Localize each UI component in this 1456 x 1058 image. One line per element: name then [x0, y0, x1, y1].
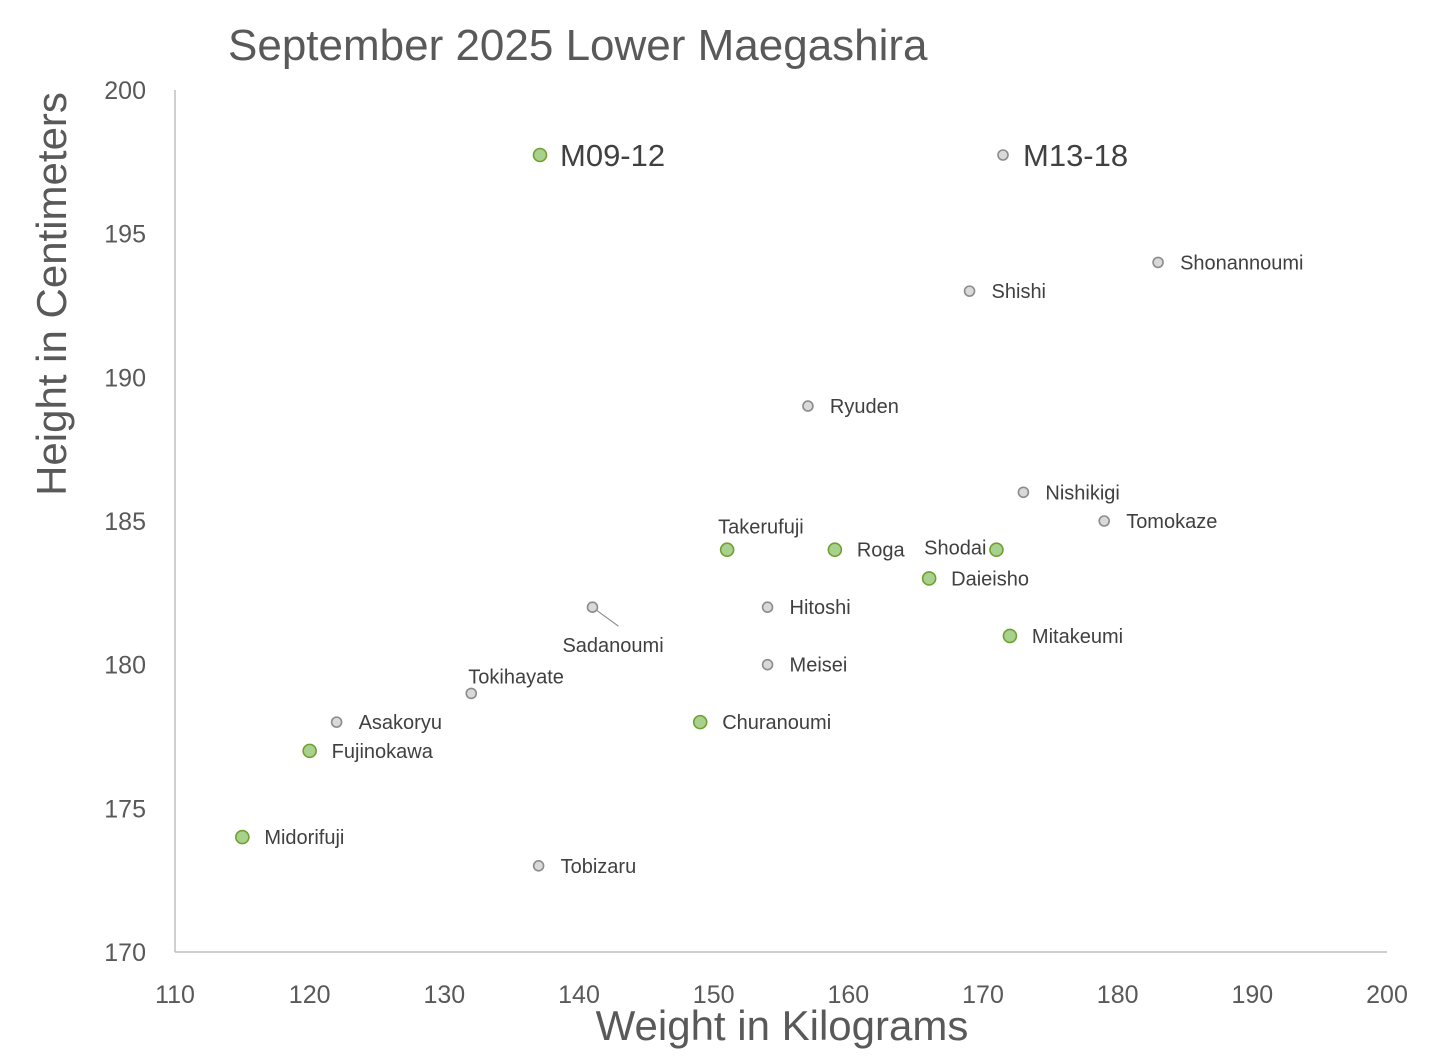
- data-label: Midorifuji: [264, 827, 344, 849]
- data-point: [235, 829, 250, 845]
- x-tick-label: 190: [1231, 981, 1273, 1009]
- data-label: Nishikigi: [1045, 482, 1119, 504]
- data-point: [719, 542, 735, 558]
- legend-marker: [997, 149, 1009, 161]
- x-tick-label: 120: [289, 981, 331, 1009]
- data-point: [761, 658, 774, 671]
- y-axis-title: Height in Centimeters: [28, 92, 75, 496]
- data-point: [1002, 628, 1018, 644]
- data-point: [532, 859, 545, 872]
- data-label: Asakoryu: [359, 712, 442, 734]
- x-tick-label: 110: [155, 981, 195, 1009]
- data-point: [330, 716, 343, 728]
- y-tick-label: 195: [104, 221, 146, 249]
- data-point: [827, 542, 843, 558]
- y-tick-label: 170: [104, 939, 146, 967]
- chart-title: September 2025 Lower Maegashira: [228, 21, 928, 70]
- data-point: [1098, 515, 1110, 527]
- x-tick-label: 160: [827, 981, 869, 1009]
- x-tick-label: 140: [558, 981, 600, 1009]
- y-tick-label: 175: [104, 795, 146, 823]
- data-label: Fujinokawa: [332, 741, 434, 763]
- data-label: Roga: [857, 540, 906, 562]
- data-label: Hitoshi: [790, 597, 851, 619]
- data-label: Meisei: [790, 655, 848, 677]
- legend-marker: [532, 147, 548, 163]
- legend-label: M13-18: [1023, 138, 1128, 173]
- data-point: [692, 714, 708, 730]
- data-label: Daieisho: [951, 568, 1029, 590]
- data-label: Sadanoumi: [562, 635, 663, 657]
- data-label: Shonannoumi: [1180, 252, 1303, 274]
- data-label: Shodai: [924, 538, 986, 560]
- data-point: [302, 743, 317, 759]
- x-tick-label: 180: [1097, 981, 1139, 1009]
- x-tick-label: 150: [693, 981, 735, 1009]
- data-label: Tomokaze: [1126, 511, 1217, 533]
- data-label: Tobizaru: [561, 856, 637, 878]
- data-point: [761, 601, 774, 614]
- y-tick-label: 185: [104, 508, 146, 536]
- data-label: Churanoumi: [722, 712, 831, 734]
- x-tick-label: 170: [962, 981, 1004, 1009]
- data-label: Shishi: [992, 281, 1046, 303]
- y-tick-label: 180: [104, 652, 146, 680]
- data-point: [989, 542, 1004, 558]
- data-point: [465, 687, 478, 700]
- x-tick-label: 130: [423, 981, 465, 1009]
- y-tick-label: 190: [104, 364, 146, 392]
- y-tick-label: 200: [104, 77, 146, 105]
- data-points: Takerufuji Roga Shodai Daieisho Mitakeumi Chu…: [235, 252, 1304, 878]
- data-point: [802, 400, 814, 412]
- data-point: [921, 571, 937, 586]
- data-label: Mitakeumi: [1032, 626, 1123, 648]
- x-axis-title: Weight in Kilograms: [596, 1002, 969, 1049]
- x-tick-labels: 110 120 130 140 150 160 170 180 190 200: [155, 981, 1408, 1009]
- y-tick-labels: 170 175 180 185 190 195 200: [104, 77, 146, 967]
- legend: M09-12 M13-18: [532, 138, 1128, 173]
- data-label: Takerufuji: [718, 517, 804, 539]
- data-label: Ryuden: [830, 396, 899, 418]
- x-tick-label: 200: [1366, 981, 1408, 1009]
- legend-label: M09-12: [560, 138, 665, 173]
- data-point: [1152, 256, 1164, 269]
- data-point: [1017, 486, 1030, 499]
- data-label: Tokihayate: [468, 666, 564, 688]
- data-point: [963, 285, 976, 297]
- leader-lines: [596, 609, 619, 627]
- data-point: [586, 601, 599, 614]
- leader-line: [596, 609, 619, 627]
